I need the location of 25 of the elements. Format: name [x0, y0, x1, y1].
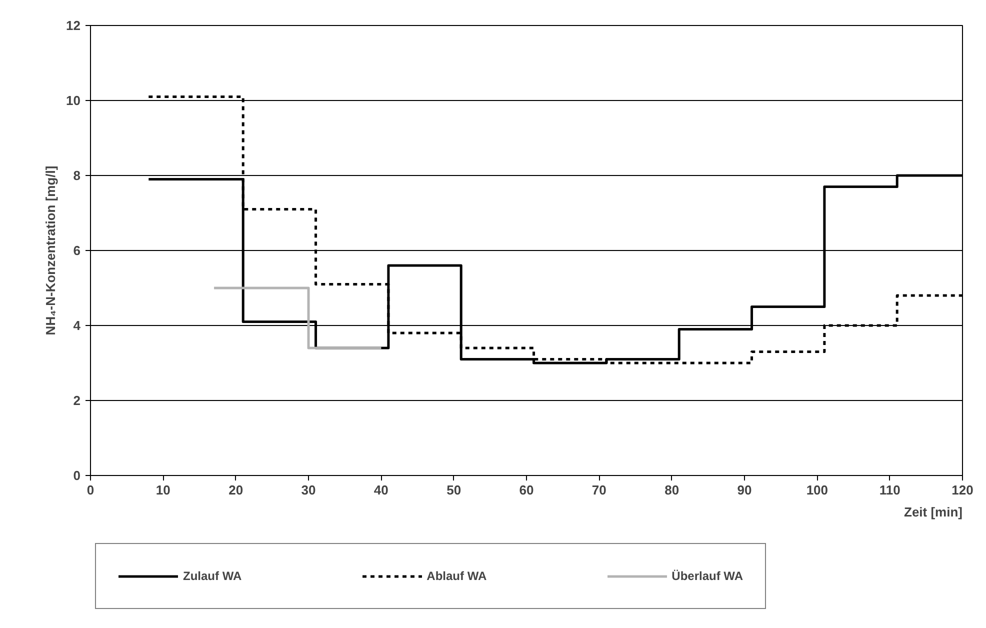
x-tick-label: 10 — [156, 482, 170, 498]
y-tick-label: 4 — [73, 318, 82, 333]
x-tick-label: 20 — [228, 482, 244, 498]
y-axis-title: NH₄-N-Konzentration [mg/l] — [43, 166, 58, 336]
y-tick-label: 6 — [73, 243, 81, 258]
x-tick-label: 0 — [86, 482, 94, 498]
legend-label: Ablauf WA — [426, 569, 487, 583]
x-tick-label: 80 — [664, 482, 680, 498]
x-axis-title: Zeit [min] — [904, 504, 963, 520]
x-tick-label: 110 — [879, 482, 900, 498]
x-tick-label: 120 — [952, 482, 974, 498]
x-tick-label: 40 — [374, 482, 388, 498]
legend-label: Überlauf WA — [672, 569, 744, 583]
legend-label: Zulauf WA — [183, 569, 242, 583]
y-tick-label: 0 — [73, 468, 81, 483]
y-tick-label: 2 — [73, 393, 81, 408]
x-tick-label: 60 — [519, 482, 534, 498]
x-tick-label: 100 — [806, 482, 828, 498]
y-tick-label: 8 — [73, 168, 81, 183]
x-tick-label: 30 — [301, 482, 316, 498]
y-tick-label: 10 — [66, 93, 81, 108]
x-tick-label: 70 — [592, 482, 606, 498]
x-tick-label: 50 — [446, 482, 462, 498]
x-tick-label: 90 — [737, 482, 752, 498]
y-tick-label: 12 — [66, 18, 81, 33]
